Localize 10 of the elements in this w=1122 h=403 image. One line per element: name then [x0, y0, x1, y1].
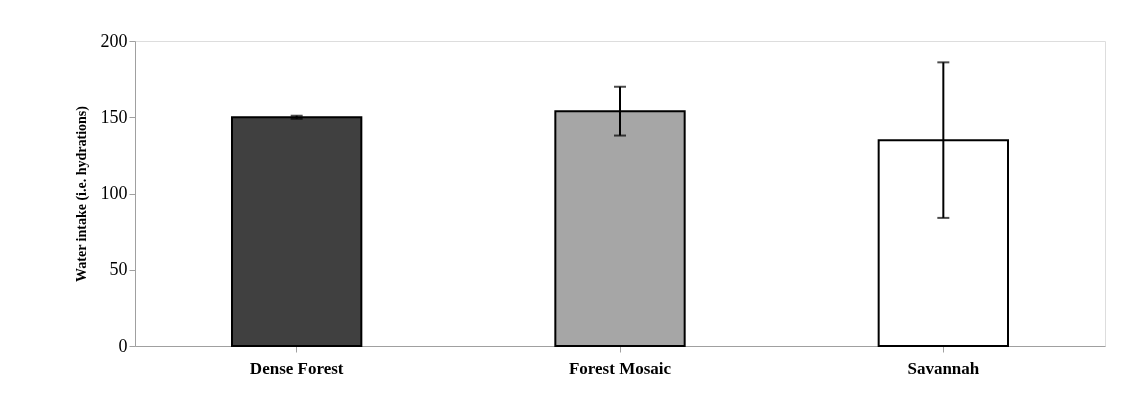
y-tick-label: 150	[100, 106, 128, 127]
bar	[231, 116, 363, 347]
y-tick-label: 0	[118, 335, 128, 356]
x-tick-label: Savannah	[907, 358, 980, 378]
y-tick-label: 200	[100, 30, 128, 51]
y-tick-label: 100	[100, 183, 128, 203]
x-tick-label: Dense Forest	[249, 358, 344, 378]
y-tick-label: 50	[109, 259, 128, 280]
y-axis-title: Water intake (i.e. hydrations)	[73, 105, 90, 282]
x-tick-label: Forest Mosaic	[568, 358, 672, 378]
